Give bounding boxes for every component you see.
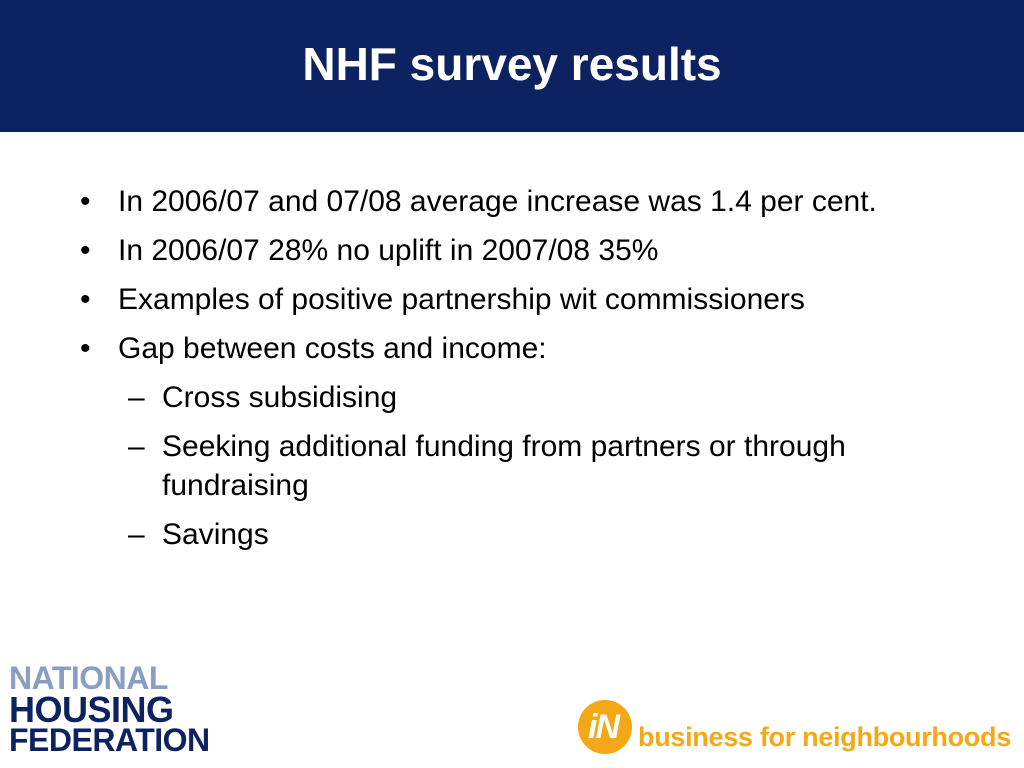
nhf-logo-line: HOUSING xyxy=(9,689,174,730)
in-business-logo: iN business for neighbourhoods xyxy=(578,700,1011,754)
in-circle-icon: iN xyxy=(578,700,632,754)
bullet-item: • In 2006/07 and 07/08 average increase w… xyxy=(80,182,960,221)
nhf-logo-line: NATIONAL xyxy=(9,660,168,696)
bullet-item: • Examples of positive partnership wit co… xyxy=(80,280,960,319)
bullet-mark: • xyxy=(80,234,91,267)
sub-bullet-mark: – xyxy=(128,381,145,414)
title-bar: NHF survey results xyxy=(0,0,1024,132)
sub-bullet-item: – Cross subsidising xyxy=(80,378,960,417)
bullet-text: Examples of positive partnership wit com… xyxy=(118,283,805,316)
slide-title: NHF survey results xyxy=(302,38,722,90)
in-tagline: business for neighbourhoods xyxy=(638,721,1011,752)
bullet-item: • Gap between costs and income: xyxy=(80,329,960,368)
bullet-mark: • xyxy=(80,283,91,316)
bullet-mark: • xyxy=(80,185,91,218)
bullet-text: In 2006/07 and 07/08 average increase wa… xyxy=(118,185,877,218)
sub-bullet-mark: – xyxy=(128,430,145,463)
bullet-text: In 2006/07 28% no uplift in 2007/08 35% xyxy=(118,234,659,267)
slide-content: • In 2006/07 and 07/08 average increase w… xyxy=(80,182,960,564)
bullet-item: • In 2006/07 28% no uplift in 2007/08 35% xyxy=(80,231,960,270)
sub-bullet-item: – Savings xyxy=(80,515,960,554)
sub-bullet-text: Savings xyxy=(162,518,269,551)
nhf-logo-line: FEDERATION xyxy=(9,722,210,758)
bullet-mark: • xyxy=(80,332,91,365)
nhf-logo: NATIONAL HOUSING FEDERATION xyxy=(9,660,210,758)
in-mark: iN xyxy=(588,708,620,746)
sub-bullet-item: – Seeking additional funding from partner… xyxy=(80,427,960,505)
sub-bullet-text: Cross subsidising xyxy=(162,381,398,414)
bullet-text: Gap between costs and income: xyxy=(118,332,547,365)
sub-bullet-text: Seeking additional funding from partners… xyxy=(162,430,846,502)
sub-bullet-mark: – xyxy=(128,518,145,551)
